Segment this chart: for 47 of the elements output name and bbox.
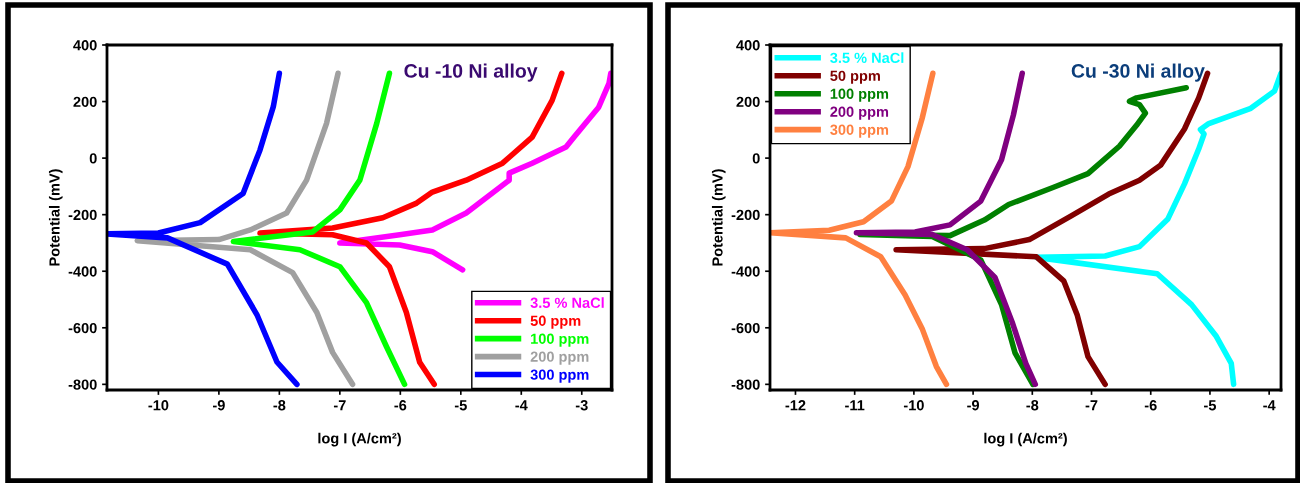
x-tick-label: -9: [967, 400, 980, 411]
y-tick-label: -400: [68, 266, 97, 277]
legend-label: 300 ppm: [530, 369, 589, 383]
legend-label: 50 ppm: [530, 315, 581, 329]
x-tick-label: -10: [148, 400, 169, 411]
legend-label: 3.5 % NaCl: [530, 297, 604, 308]
x-tick-label: -4: [515, 400, 528, 411]
x-tick-label: -10: [903, 400, 924, 411]
y-tick-label: 200: [736, 96, 760, 107]
x-tick-label: -11: [845, 400, 865, 411]
x-tick-label: -7: [1085, 400, 1098, 411]
x-tick-label: -9: [212, 400, 225, 411]
y-axis-title: Potential (mV): [48, 169, 63, 266]
y-tick-label: -600: [68, 322, 97, 334]
x-tick-label: -7: [333, 400, 346, 411]
x-tick-label: -6: [394, 400, 407, 411]
x-axis-title: log I (A/cm²): [318, 432, 401, 447]
y-tick-label: 0: [752, 153, 760, 164]
y-tick-label: -800: [68, 379, 97, 390]
legend-label: 200 ppm: [530, 351, 589, 365]
x-tick-label: -3: [575, 400, 588, 411]
y-tick-label: 400: [736, 40, 760, 51]
x-tick-label: -8: [1026, 400, 1039, 411]
text: Cu -10 Ni alloy: [404, 63, 538, 82]
y-tick-label: 400: [73, 40, 97, 51]
y-tick-label: 200: [73, 96, 97, 107]
y-tick-label: -200: [731, 209, 760, 221]
y-axis-title: Potential (mV): [711, 169, 726, 266]
legend-label: 100 ppm: [531, 333, 589, 347]
legend-label: 200 ppm: [830, 106, 889, 120]
legend-label: 100 ppm: [830, 88, 889, 102]
text: Cu -30 Ni alloy: [1071, 63, 1205, 82]
x-tick-label: -8: [273, 400, 286, 411]
x-axis-title: log I (A/cm²): [984, 432, 1067, 447]
x-tick-label: -6: [1144, 400, 1157, 411]
y-tick-label: -200: [68, 209, 97, 221]
legend-label: 50 ppm: [830, 70, 880, 84]
x-tick-label: -5: [454, 400, 467, 411]
legend-label: 3.5 % NaCl: [830, 52, 904, 64]
x-tick-label: -5: [1204, 400, 1217, 411]
legend-label: 300 ppm: [830, 124, 889, 138]
y-tick-label: -800: [731, 379, 760, 390]
x-tick-label: -4: [1263, 400, 1276, 411]
y-tick-label: -600: [731, 322, 760, 334]
y-tick-label: -400: [731, 266, 760, 277]
y-tick-label: 0: [89, 153, 97, 164]
x-tick-label: -12: [785, 400, 806, 411]
